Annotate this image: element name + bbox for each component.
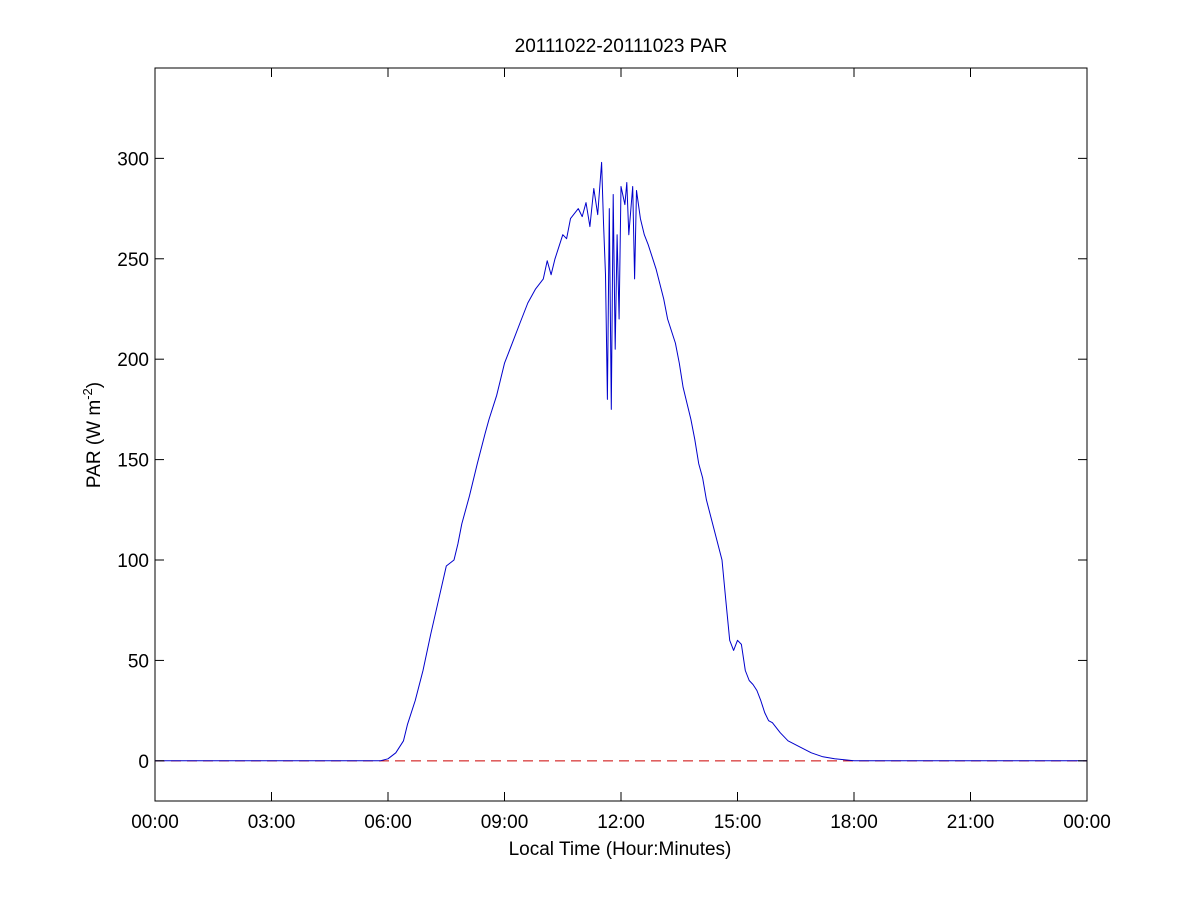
x-tick-label: 12:00	[597, 812, 645, 833]
x-tick-label: 00:00	[131, 812, 179, 833]
y-tick-label: 200	[117, 350, 149, 371]
y-axis-ticks: 0 50 100 150 200 250 300	[117, 149, 1087, 773]
x-tick-label: 15:00	[714, 812, 762, 833]
x-axis-ticks: 00:00 03:00 06:00 09:00 12:00 15:00 18:00 21:00…	[131, 68, 1111, 833]
y-axis-label-superscript: -2	[80, 388, 95, 400]
y-tick-label: 300	[117, 149, 149, 170]
plot-area: 0 50 100 150 200 250 300 00:00 03:00 06:00 09:00 1…	[117, 67, 1111, 833]
y-tick-label: 100	[117, 551, 149, 572]
series-layer	[155, 161, 1087, 762]
y-tick-label: 250	[117, 250, 149, 271]
chart-title: 20111022-20111023 PAR	[515, 36, 728, 57]
x-tick-label: 18:00	[830, 812, 878, 833]
plot-frame	[154, 67, 1088, 802]
y-tick-label: 50	[128, 651, 149, 672]
y-axis-label-prefix: PAR (W m	[84, 400, 105, 488]
series-line-1	[155, 161, 1087, 762]
x-tick-label: 00:00	[1063, 812, 1111, 833]
x-tick-label: 06:00	[364, 812, 412, 833]
y-axis-label-suffix: )	[84, 382, 105, 388]
x-axis-label: Local Time (Hour:Minutes)	[509, 839, 732, 860]
y-axis-label: PAR (W m-2)	[80, 382, 105, 488]
y-tick-label: 0	[138, 752, 149, 773]
x-tick-label: 03:00	[248, 812, 296, 833]
x-tick-label: 09:00	[481, 812, 529, 833]
y-tick-label: 150	[117, 451, 149, 472]
x-tick-label: 21:00	[947, 812, 995, 833]
